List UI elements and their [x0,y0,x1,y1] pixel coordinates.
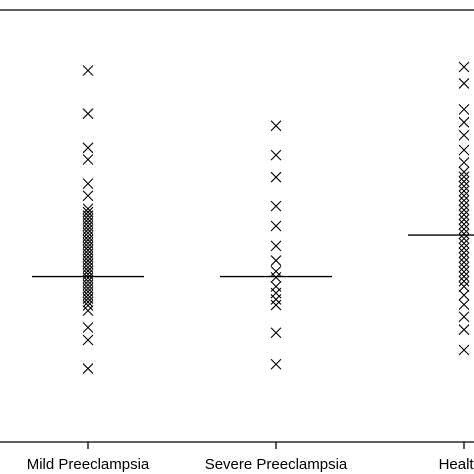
data-point [82,300,94,311]
data-point [458,199,470,211]
data-point [458,204,470,216]
data-point [458,261,470,273]
data-point [458,228,470,240]
data-point [82,296,94,308]
data-point [270,171,282,183]
data-point [458,275,470,287]
data-point [458,247,470,259]
data-point [458,311,470,323]
data-point [82,322,94,333]
data-point [270,200,282,212]
data-point [458,237,470,249]
data-point [458,299,470,311]
data-point [458,78,470,89]
axes [0,9,474,443]
data-point [458,144,470,156]
data-point [458,129,470,141]
data-point [458,195,470,206]
data-point [458,242,470,254]
data-point [458,176,470,187]
data-point [458,289,470,301]
data-point [270,294,282,305]
data-point [458,252,470,263]
data-point [458,271,470,282]
data-point [270,220,282,232]
data-point [270,327,282,339]
data-point [270,240,282,252]
data-point [82,334,94,346]
data-point [458,180,470,192]
data-point [458,185,470,197]
data-point [82,178,94,190]
median-lines [32,234,474,278]
data-point [270,299,282,311]
data-point [458,256,470,268]
data-point [82,108,94,120]
data-point [458,281,470,292]
data-point [458,166,470,178]
data-point [82,142,94,154]
data-point [458,103,470,115]
x-tick-label: Healthy [439,456,474,473]
data-point [270,149,282,161]
data-point [458,218,470,230]
data-point [82,154,94,165]
x-ticks: Mild Preeclampsia Severe Preeclampsia Heal… [27,442,474,473]
data-point [458,344,470,356]
data-point [458,157,470,168]
data-point [458,116,470,128]
data-point [458,223,470,235]
data-point [458,209,470,221]
data-point [458,214,470,225]
data-point [458,190,470,202]
data-point [270,272,282,283]
data-point [458,171,470,183]
x-tick-label: Severe Preeclampsia [205,456,348,473]
data-point [82,65,94,76]
data-marks [82,61,470,374]
data-point [270,120,282,132]
data-point [458,266,470,278]
x-tick-label: Mild Preeclampsia [27,456,150,473]
data-point [270,358,282,370]
data-point [270,265,282,277]
data-point [82,363,94,374]
data-point [82,305,94,317]
data-point [458,324,470,336]
data-point [270,255,282,266]
data-point [82,190,94,202]
data-point [458,61,470,73]
